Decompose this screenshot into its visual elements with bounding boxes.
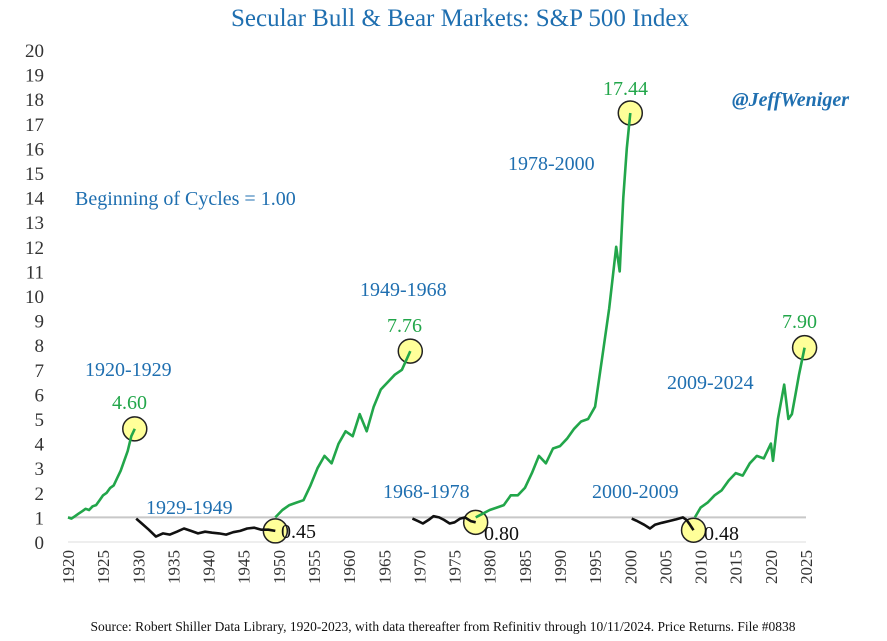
chart-title: Secular Bull & Bear Markets: S&P 500 Ind… bbox=[231, 5, 690, 32]
cycle-label-1929-1949: 1929-1949 bbox=[146, 497, 233, 519]
x-tick-label: 1925 bbox=[94, 550, 113, 584]
x-tick-label: 2025 bbox=[797, 550, 816, 584]
x-tick-label: 1920 bbox=[59, 550, 78, 584]
y-tick-label: 6 bbox=[35, 385, 45, 406]
y-tick-label: 17 bbox=[25, 115, 44, 136]
series-line-1929-1949 bbox=[135, 517, 276, 538]
x-tick-label: 1985 bbox=[516, 550, 535, 584]
x-tick-label: 2010 bbox=[692, 550, 711, 584]
y-tick-label: 16 bbox=[25, 139, 44, 160]
y-tick-label: 7 bbox=[35, 361, 45, 382]
y-tick-label: 4 bbox=[35, 435, 45, 456]
x-tick-label: 2015 bbox=[727, 550, 746, 584]
x-tick-label: 1930 bbox=[129, 550, 148, 584]
peak-label-2000: 17.44 bbox=[603, 78, 648, 100]
y-tick-label: 5 bbox=[35, 410, 45, 431]
y-tick-label: 9 bbox=[35, 312, 45, 333]
highlight-circles bbox=[122, 100, 818, 544]
y-tick-label: 12 bbox=[25, 238, 44, 259]
y-tick-label: 13 bbox=[25, 213, 44, 234]
y-tick-label: 10 bbox=[25, 287, 44, 308]
plot-area bbox=[67, 112, 806, 538]
trough-label-1978: 0.80 bbox=[484, 523, 519, 545]
series-line-2000-2009 bbox=[631, 516, 695, 531]
cycle-label-1978-2000: 1978-2000 bbox=[508, 153, 595, 175]
peak-label-2024: 7.90 bbox=[782, 311, 817, 333]
cycle-label-1968-1978: 1968-1978 bbox=[383, 481, 470, 503]
cycle-end-circle bbox=[680, 517, 707, 543]
y-tick-label: 3 bbox=[35, 459, 45, 480]
x-axis: 1920 1925 1930 1935 1940 1945 1950 1955 1960 1965… bbox=[59, 550, 816, 584]
twitter-handle: @JeffWeniger bbox=[732, 89, 849, 111]
x-tick-label: 1980 bbox=[481, 550, 500, 584]
x-tick-label: 2000 bbox=[621, 550, 640, 584]
x-tick-label: 1960 bbox=[340, 550, 359, 584]
y-tick-label: 15 bbox=[25, 164, 44, 185]
y-tick-label: 19 bbox=[25, 66, 44, 87]
cycle-label-2000-2009: 2000-2009 bbox=[592, 481, 679, 503]
source-note: Source: Robert Shiller Data Library, 192… bbox=[91, 619, 796, 634]
x-tick-label: 1955 bbox=[305, 550, 324, 584]
series-line-1949-1968 bbox=[274, 350, 412, 519]
x-tick-label: 1945 bbox=[235, 550, 254, 584]
x-tick-label: 1935 bbox=[164, 550, 183, 584]
x-tick-label: 1970 bbox=[410, 550, 429, 584]
y-tick-label: 14 bbox=[25, 189, 45, 210]
x-tick-label: 2005 bbox=[656, 550, 675, 584]
x-tick-label: 1975 bbox=[446, 550, 465, 584]
series-line-2009-2024 bbox=[693, 347, 806, 519]
trough-label-1949: 0.45 bbox=[281, 521, 316, 543]
beginning-note: Beginning of Cycles = 1.00 bbox=[75, 188, 296, 210]
series-line-1978-2000 bbox=[475, 112, 632, 519]
cycle-label-2009-2024: 2009-2024 bbox=[667, 372, 754, 394]
y-tick-label: 2 bbox=[35, 484, 45, 505]
x-tick-label: 1950 bbox=[270, 550, 289, 584]
cycle-end-circle bbox=[791, 334, 818, 361]
x-tick-label: 1990 bbox=[551, 550, 570, 584]
x-tick-label: 1965 bbox=[375, 550, 394, 584]
peak-label-1968: 7.76 bbox=[387, 315, 422, 337]
series-line-1968-1978 bbox=[411, 514, 477, 525]
y-tick-label: 20 bbox=[25, 41, 44, 62]
series-line-1920-1929 bbox=[67, 428, 136, 520]
y-tick-label: 11 bbox=[26, 262, 44, 283]
y-tick-label: 1 bbox=[35, 508, 45, 529]
trough-label-2009: 0.48 bbox=[704, 523, 739, 545]
y-tick-label: 0 bbox=[35, 533, 45, 554]
x-tick-label: 2020 bbox=[762, 550, 781, 584]
peak-label-1929: 4.60 bbox=[112, 392, 147, 414]
x-tick-label: 1995 bbox=[586, 550, 605, 584]
cycle-label-1920-1929: 1920-1929 bbox=[85, 359, 172, 381]
x-tick-label: 1940 bbox=[200, 550, 219, 584]
y-tick-label: 8 bbox=[35, 336, 45, 357]
y-tick-label: 18 bbox=[25, 90, 44, 111]
cycle-label-1949-1968: 1949-1968 bbox=[360, 279, 447, 301]
